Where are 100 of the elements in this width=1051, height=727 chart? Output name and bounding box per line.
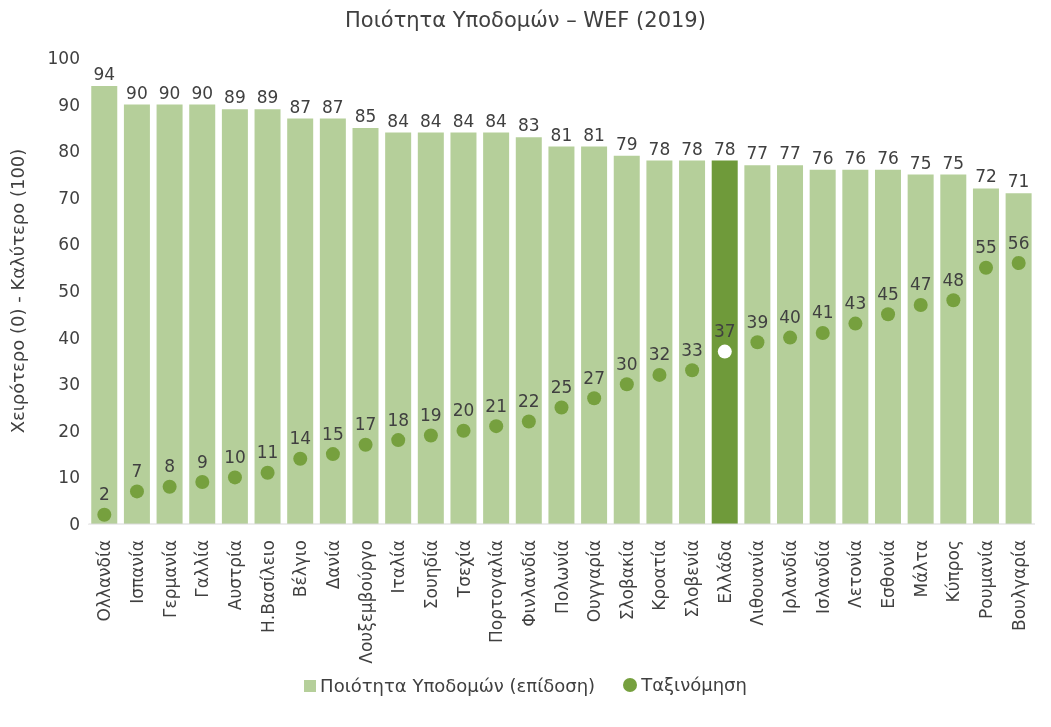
data-label: 75 [942, 152, 965, 173]
point [979, 260, 994, 275]
point [489, 419, 504, 434]
y-tick-label: 0 [69, 514, 80, 535]
y-tick-label: 90 [58, 94, 80, 115]
x-tick-label: Λουξεμβούργο [355, 540, 376, 664]
data-label: 76 [811, 147, 834, 168]
data-label: 19 [420, 404, 442, 425]
bar [352, 127, 379, 524]
data-label: 78 [648, 138, 671, 159]
x-tick-label: Γερμανία [159, 540, 180, 618]
bar [91, 85, 118, 524]
data-label: 76 [844, 147, 867, 168]
data-label: 84 [485, 110, 507, 131]
x-tick-label: Σουηδία [420, 540, 441, 610]
data-label: 17 [354, 414, 377, 435]
bar [1005, 193, 1032, 524]
data-label: 8 [164, 456, 176, 477]
x-tick-label: Βέλγιο [290, 540, 311, 598]
y-tick-label: 70 [58, 187, 80, 208]
data-label: 33 [681, 339, 703, 360]
y-axis-title: Χειρότερο (0) - Καλύτερο (100) [7, 148, 29, 434]
point [717, 344, 732, 359]
bar [940, 174, 967, 524]
y-tick-label: 50 [58, 281, 80, 302]
data-label: 48 [942, 269, 965, 290]
bar [385, 132, 412, 524]
data-label: 14 [289, 428, 312, 449]
point [325, 447, 340, 462]
data-label: 83 [517, 115, 540, 136]
y-tick-label: 20 [58, 420, 80, 441]
data-label: 10 [224, 446, 246, 467]
data-label: 11 [256, 442, 279, 463]
x-tick-label: Ουγγαρία [584, 540, 605, 623]
data-label: 90 [126, 82, 148, 103]
bar [483, 132, 510, 524]
point [881, 307, 896, 322]
data-label: 78 [681, 138, 703, 159]
data-label: 76 [877, 147, 899, 168]
x-tick-label: Τσεχία [453, 540, 474, 599]
x-tick-label: Φινλανδία [518, 540, 539, 627]
data-label: 7 [131, 460, 143, 481]
bar [907, 174, 934, 524]
y-tick-label: 60 [58, 234, 80, 255]
point [1011, 256, 1026, 271]
x-tick-label: Κύπρος [943, 540, 964, 603]
x-tick-label: Ιταλία [388, 540, 409, 594]
legend-label: Ταξινόμηση [641, 674, 747, 695]
point [913, 297, 928, 312]
data-label: 40 [779, 307, 801, 328]
legend-label: Ποιότητα Υποδομών (επίδοση) [320, 675, 596, 696]
x-tick-label: Βουλγαρία [1008, 540, 1029, 631]
bar [809, 169, 836, 524]
data-label: 22 [518, 390, 540, 411]
data-label: 15 [322, 423, 344, 444]
data-label: 84 [452, 110, 475, 131]
x-tick-label: Λιθουανία [747, 540, 768, 626]
data-label: 79 [615, 133, 638, 154]
data-label: 27 [583, 367, 605, 388]
x-tick-label: Εσθονία [878, 540, 899, 609]
point [619, 377, 634, 392]
point [227, 470, 242, 485]
x-tick-label: Ολλανδία [94, 540, 115, 622]
x-tick-label: Ρουμανία [976, 540, 997, 619]
point [946, 293, 961, 308]
x-tick-label: Σλοβακία [616, 540, 637, 621]
bar [874, 169, 901, 524]
x-tick-label: Η.Βασίλειο [257, 540, 278, 633]
data-label: 77 [746, 143, 769, 164]
y-tick-label: 40 [58, 327, 80, 348]
data-label: 55 [975, 237, 997, 258]
point [423, 428, 438, 443]
data-label: 45 [877, 283, 899, 304]
data-label: 90 [158, 82, 181, 103]
data-label: 84 [387, 110, 409, 131]
bar [777, 165, 804, 524]
x-tick-label: Κροατία [649, 540, 670, 611]
data-label: 94 [93, 63, 116, 84]
bar [156, 104, 183, 524]
y-tick-label: 80 [58, 141, 80, 162]
data-label: 84 [420, 110, 442, 131]
point [521, 414, 536, 429]
data-label: 85 [354, 105, 377, 126]
data-label: 78 [713, 138, 736, 159]
bar [254, 109, 281, 524]
point [391, 433, 406, 448]
data-label: 2 [98, 484, 110, 505]
bar [548, 146, 575, 524]
point [554, 400, 569, 415]
point [783, 330, 798, 345]
bar [842, 169, 869, 524]
data-label: 90 [191, 82, 214, 103]
x-tick-label: Δανία [322, 540, 343, 590]
point [129, 484, 144, 499]
data-label: 87 [322, 96, 344, 117]
y-tick-label: 30 [58, 374, 80, 395]
data-label: 87 [289, 96, 312, 117]
x-tick-label: Ιρλανδία [780, 540, 801, 614]
data-label: 25 [550, 376, 573, 397]
point [685, 363, 700, 378]
